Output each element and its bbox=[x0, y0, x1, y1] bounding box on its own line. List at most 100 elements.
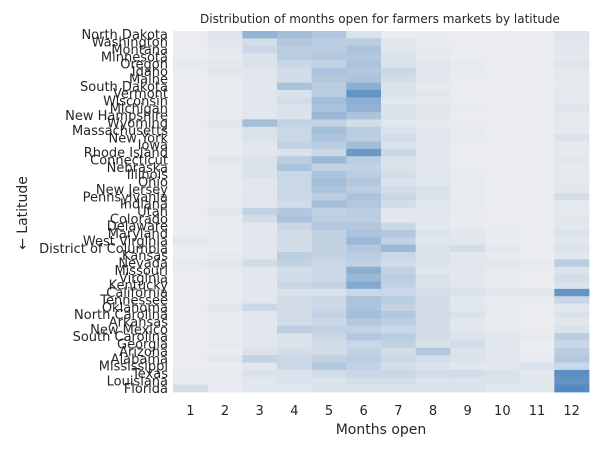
heatmap-cell bbox=[381, 200, 417, 209]
heatmap-cell bbox=[277, 141, 313, 150]
heatmap-cell bbox=[450, 244, 486, 253]
heatmap-cell bbox=[277, 252, 313, 260]
heatmap-cell bbox=[450, 89, 486, 98]
heatmap-cell bbox=[415, 229, 451, 238]
heatmap-cell bbox=[415, 163, 451, 172]
y-tick-label: Illinois bbox=[127, 168, 168, 183]
heatmap-cell bbox=[554, 200, 590, 209]
heatmap-cell bbox=[415, 89, 451, 98]
x-tick-label: 4 bbox=[290, 404, 298, 419]
heatmap-cell bbox=[485, 229, 521, 238]
heatmap-cell bbox=[242, 281, 278, 290]
heatmap-cell bbox=[450, 170, 486, 179]
heatmap-cell bbox=[554, 178, 590, 187]
heatmap-cell bbox=[519, 259, 555, 268]
heatmap-cell bbox=[346, 148, 382, 157]
heatmap-cell bbox=[277, 384, 313, 393]
heatmap-cell bbox=[415, 259, 451, 268]
heatmap-cell bbox=[311, 104, 347, 113]
heatmap-cell bbox=[485, 347, 521, 356]
heatmap-cell bbox=[346, 178, 382, 187]
x-tick-label: 6 bbox=[360, 404, 368, 419]
heatmap-cell bbox=[346, 31, 382, 39]
heatmap-cell bbox=[450, 82, 486, 91]
y-tick-label: Colorado bbox=[110, 212, 168, 227]
heatmap-cell bbox=[277, 53, 313, 61]
heatmap-cell bbox=[450, 274, 486, 282]
heatmap-cell bbox=[381, 325, 417, 334]
heatmap-cell bbox=[207, 75, 243, 83]
heatmap-cell bbox=[173, 340, 209, 349]
heatmap-cell bbox=[173, 75, 209, 83]
heatmap-cell bbox=[485, 237, 521, 246]
heatmap-cell bbox=[519, 296, 555, 304]
heatmap-cell bbox=[415, 185, 451, 194]
heatmap-cell bbox=[207, 185, 243, 194]
heatmap-cell bbox=[381, 288, 417, 297]
heatmap-cell bbox=[311, 67, 347, 76]
heatmap-cell bbox=[554, 148, 590, 157]
x-tick-label: 9 bbox=[464, 404, 472, 419]
heatmap-cell bbox=[173, 148, 209, 157]
heatmap-cell bbox=[242, 119, 278, 128]
heatmap-cell bbox=[207, 119, 243, 128]
heatmap-cell bbox=[242, 369, 278, 378]
heatmap-cell bbox=[519, 274, 555, 282]
heatmap-cell bbox=[485, 355, 521, 363]
heatmap-cell bbox=[173, 126, 209, 135]
heatmap-cell bbox=[311, 281, 347, 290]
heatmap-cell bbox=[415, 355, 451, 363]
heatmap-cell bbox=[554, 318, 590, 327]
heatmap-cell bbox=[381, 347, 417, 356]
heatmap-cell bbox=[381, 333, 417, 341]
heatmap-cell bbox=[519, 303, 555, 312]
heatmap-cell bbox=[277, 377, 313, 386]
heatmap-cell bbox=[346, 215, 382, 223]
heatmap-cell bbox=[277, 237, 313, 246]
chart-title: Distribution of months open for farmers … bbox=[200, 12, 560, 26]
heatmap-cell bbox=[415, 318, 451, 327]
heatmap-cell bbox=[207, 266, 243, 275]
heatmap-cell bbox=[242, 333, 278, 341]
heatmap-cell bbox=[554, 38, 590, 47]
heatmap-cell bbox=[277, 178, 313, 187]
heatmap-cell bbox=[381, 104, 417, 113]
y-tick-label: Texas bbox=[131, 367, 168, 382]
heatmap-cell bbox=[450, 384, 486, 393]
heatmap-cell bbox=[173, 200, 209, 209]
heatmap-cell bbox=[450, 141, 486, 150]
heatmap-cell bbox=[415, 148, 451, 157]
heatmap-cell bbox=[311, 178, 347, 187]
heatmap-cell bbox=[311, 38, 347, 47]
heatmap-cell bbox=[346, 119, 382, 128]
heatmap-cell bbox=[173, 222, 209, 231]
heatmap-cell bbox=[415, 193, 451, 201]
heatmap-cell bbox=[277, 163, 313, 172]
heatmap-cell bbox=[277, 31, 313, 39]
heatmap-cell bbox=[311, 325, 347, 334]
heatmap-cell bbox=[242, 384, 278, 393]
heatmap-cell bbox=[311, 229, 347, 238]
heatmap-cell bbox=[415, 215, 451, 223]
heatmap-cell bbox=[485, 126, 521, 135]
heatmap-cell bbox=[277, 185, 313, 194]
y-tick-label: Iowa bbox=[138, 139, 168, 154]
heatmap-cell bbox=[173, 266, 209, 275]
heatmap-cell bbox=[381, 193, 417, 201]
heatmap-cell bbox=[346, 200, 382, 209]
heatmap-cell bbox=[173, 288, 209, 297]
heatmap-cell bbox=[346, 89, 382, 98]
heatmap-cell bbox=[485, 207, 521, 216]
heatmap-cell bbox=[242, 60, 278, 69]
heatmap-cell bbox=[173, 170, 209, 179]
heatmap-cell bbox=[207, 60, 243, 69]
heatmap-cell bbox=[450, 296, 486, 304]
heatmap-cell bbox=[346, 318, 382, 327]
heatmap-cell bbox=[415, 112, 451, 120]
heatmap-cell bbox=[415, 369, 451, 378]
heatmap-cell bbox=[381, 237, 417, 246]
heatmap-cell bbox=[415, 156, 451, 165]
heatmap-cell bbox=[554, 274, 590, 282]
heatmap-cell bbox=[311, 185, 347, 194]
heatmap-cell bbox=[346, 38, 382, 47]
